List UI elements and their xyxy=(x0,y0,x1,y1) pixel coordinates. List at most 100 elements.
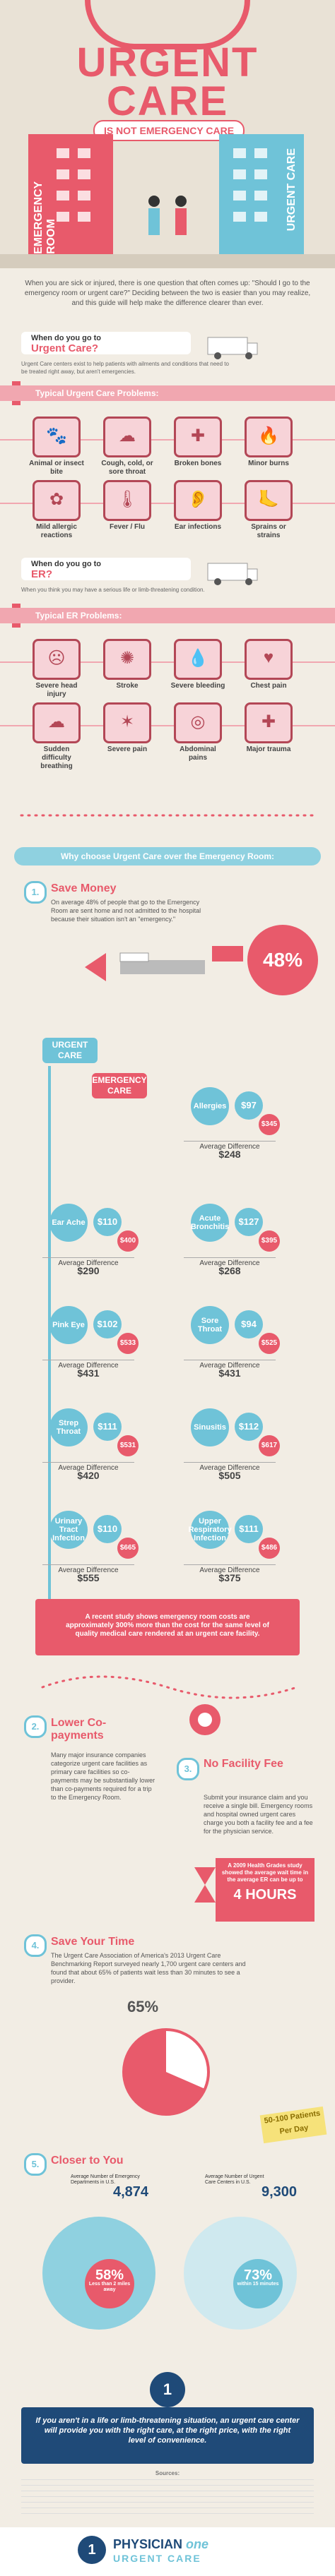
logo-mark-top: 1 xyxy=(150,2372,185,2407)
er-item: ✚ Major trauma xyxy=(240,702,297,754)
header: URGENT CARE IS NOT EMERGENCY CARE EMERGE… xyxy=(0,0,335,268)
avg-diff-value: $248 xyxy=(218,1149,241,1160)
sources-label: Sources: xyxy=(155,2470,180,2476)
avg-diff: Average Difference $375 xyxy=(184,1564,276,1583)
avg-diff-label: Average Difference xyxy=(199,1566,260,1574)
step1-pct: 48% xyxy=(247,925,318,995)
condition-icon: Upper Respiratory Infection xyxy=(188,1511,232,1549)
urgent-item-label: Mild allergic reactions xyxy=(36,523,77,539)
uc-building-icon: URGENT CARE xyxy=(219,134,304,254)
logo-tagline: URGENT CARE xyxy=(113,2553,201,2564)
ground xyxy=(0,254,335,268)
heart-icon: ♥ xyxy=(245,639,293,680)
er-item-label: Sudden difficulty breathing xyxy=(40,745,73,770)
subtitle: IS NOT EMERGENCY CARE xyxy=(93,120,245,141)
urgent-item: 🔥 Minor burns xyxy=(240,417,297,468)
stat2-label: Average Number of Urgent Care Centers in… xyxy=(205,2174,264,2185)
step3-number: 3. xyxy=(177,1758,199,1780)
er-problems-bar: Typical ER Problems: xyxy=(0,608,335,623)
er-q2: ER? xyxy=(31,568,52,580)
dotted-divider xyxy=(20,814,315,817)
step3-title: No Facility Fee xyxy=(204,1758,283,1770)
urgent-problems-bar: Typical Urgent Care Problems: xyxy=(0,385,335,401)
avg-diff: Average Difference $268 xyxy=(184,1257,276,1276)
uc-price: $110 xyxy=(93,1515,122,1543)
abdomen-icon: ◎ xyxy=(174,702,222,743)
er-item: ♥ Chest pain xyxy=(240,639,297,690)
er-item-label: Chest pain xyxy=(250,682,287,690)
final-banner: If you aren't in a life or limb-threaten… xyxy=(21,2407,314,2464)
urgent-q2: Urgent Care? xyxy=(31,342,99,354)
hours-note-box: A 2009 Health Grades study showed the av… xyxy=(216,1858,315,1922)
er-item: ☁ Sudden difficulty breathing xyxy=(28,702,85,771)
condition-icon: Strep Throat xyxy=(49,1408,88,1446)
er-desc: When you think you may have a serious li… xyxy=(21,587,205,593)
er-item-label: Stroke xyxy=(116,682,139,690)
er-item-label: Severe pain xyxy=(107,745,148,753)
pct1-value: 58% xyxy=(95,2268,124,2283)
uc-price: $127 xyxy=(235,1208,263,1236)
condition-name: Ear Ache xyxy=(52,1218,86,1227)
condition-name: Acute Bronchitis xyxy=(190,1214,230,1231)
pct2-circle: 73% within 15 minutes xyxy=(233,2259,283,2308)
pct1-label: Less than 2 miles away xyxy=(88,2282,131,2292)
urgent-q1: When do you go to xyxy=(31,334,101,342)
er-item: ✺ Stroke xyxy=(99,639,155,690)
condition-name: Allergies xyxy=(193,1102,227,1110)
avg-diff: Average Difference $431 xyxy=(42,1360,134,1379)
avg-diff-value: $290 xyxy=(77,1265,100,1276)
pain-icon: ✶ xyxy=(103,702,151,743)
sprain-icon: 🦶 xyxy=(245,480,293,521)
er-price: $665 xyxy=(117,1538,139,1559)
er-price: $395 xyxy=(259,1230,280,1252)
step1-text: On average 48% of people that go to the … xyxy=(51,899,201,923)
step4-number: 4. xyxy=(24,1934,47,1957)
thermometer-icon: 🌡 xyxy=(103,480,151,521)
er-item: ☹ Severe head injury xyxy=(28,639,85,699)
broken-bone-icon: ✚ xyxy=(174,417,222,457)
condition-name: Sore Throat xyxy=(197,1317,223,1334)
ekg-line xyxy=(0,503,335,504)
study-banner: A recent study shows emergency room cost… xyxy=(35,1599,300,1655)
avg-diff-value: $420 xyxy=(77,1470,100,1481)
sources-list xyxy=(21,2479,314,2515)
ekg-line xyxy=(0,439,335,441)
avg-diff-value: $505 xyxy=(218,1470,241,1481)
avg-diff: Average Difference $290 xyxy=(42,1257,134,1276)
step2-text: Many major insurance companies categoriz… xyxy=(51,1751,155,1801)
why-choose-bar: Why choose Urgent Care over the Emergenc… xyxy=(14,847,321,865)
urgent-item: 🌡 Fever / Flu xyxy=(99,480,155,532)
urgent-item: 🐾 Animal or insect bite xyxy=(28,417,85,477)
avg-diff: Average Difference $555 xyxy=(42,1564,134,1583)
step2-number: 2. xyxy=(24,1715,47,1738)
step1-title: Save Money xyxy=(51,882,117,894)
lungs-icon: ☁ xyxy=(33,702,81,743)
uc-label: URGENT CARE xyxy=(42,1038,98,1063)
study-banner-text: A recent study shows emergency room cost… xyxy=(66,1613,269,1638)
avg-diff-value: $431 xyxy=(218,1367,241,1379)
bite-icon: 🐾 xyxy=(33,417,81,457)
condition-icon: Urinary Tract Infection xyxy=(49,1511,88,1549)
uc-price: $111 xyxy=(93,1413,122,1441)
ekg-line xyxy=(0,725,335,726)
urgent-item-label: Cough, cold, or sore throat xyxy=(101,460,153,476)
location-pin-icon xyxy=(189,1704,221,1735)
avg-diff-label: Average Difference xyxy=(58,1259,119,1267)
avg-diff: Average Difference $431 xyxy=(184,1360,276,1379)
avg-diff-label: Average Difference xyxy=(58,1362,119,1370)
brain-icon: ✺ xyxy=(103,639,151,680)
avg-diff-label: Average Difference xyxy=(58,1566,119,1574)
uc-price: $110 xyxy=(93,1208,122,1236)
condition-icon: Allergies xyxy=(191,1087,229,1125)
urgent-problems-label: Typical Urgent Care Problems: xyxy=(35,388,159,398)
er-price: $486 xyxy=(259,1538,280,1559)
condition-icon: Acute Bronchitis xyxy=(191,1204,229,1242)
blood-drop-icon: 💧 xyxy=(174,639,222,680)
dotted-connector xyxy=(41,1675,298,1699)
condition-icon: Pink Eye xyxy=(49,1306,88,1344)
urgent-item-label: Minor burns xyxy=(248,460,289,467)
er-price: $400 xyxy=(117,1230,139,1252)
hospital-bed-icon xyxy=(85,946,243,981)
final-banner-text: If you aren't in a life or limb-threaten… xyxy=(35,2416,300,2445)
hourglass-icon xyxy=(194,1867,216,1903)
